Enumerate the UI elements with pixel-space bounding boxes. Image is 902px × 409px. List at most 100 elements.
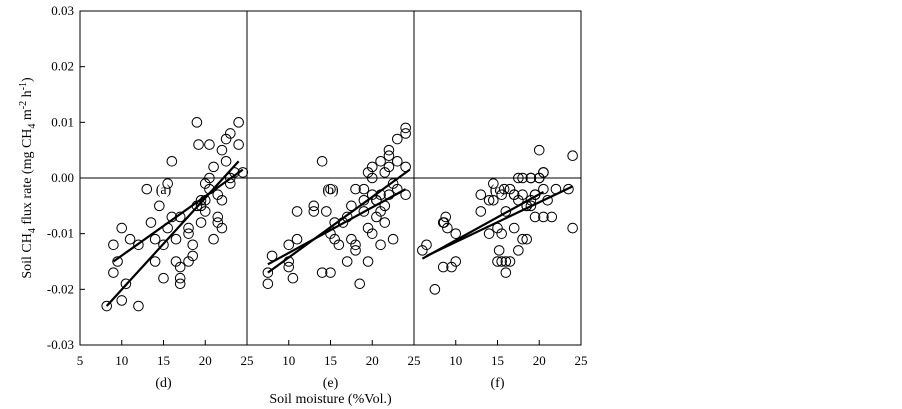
data-point <box>450 256 462 267</box>
panel-label: (a) <box>156 183 172 198</box>
x-tick-label: 25 <box>408 353 421 368</box>
data-point <box>375 239 386 251</box>
data-point <box>174 272 186 284</box>
data-point <box>170 256 182 267</box>
data-point <box>475 189 487 200</box>
data-point <box>362 256 374 267</box>
data-point <box>341 256 353 267</box>
x-tick-label: 20 <box>199 353 212 368</box>
data-point <box>492 256 503 267</box>
data-point <box>387 233 399 245</box>
y-tick-label: -0.03 <box>47 337 74 352</box>
data-point <box>508 189 520 200</box>
x-tick-label: 10 <box>449 353 462 368</box>
y-tick-label: 0.01 <box>51 114 74 129</box>
x-tick-label: 20 <box>366 353 379 368</box>
x-tick-label: 15 <box>324 353 337 368</box>
data-point <box>366 161 378 173</box>
x-tick-label: 15 <box>491 353 504 368</box>
data-point <box>513 245 524 256</box>
data-point <box>325 183 336 195</box>
data-point <box>216 194 228 206</box>
data-point <box>108 267 119 278</box>
data-point <box>496 256 507 267</box>
data-point <box>199 206 211 217</box>
data-point <box>112 256 123 267</box>
data-point <box>517 233 528 245</box>
data-point <box>162 178 173 189</box>
data-point <box>316 156 328 167</box>
data-point <box>513 172 524 184</box>
data-point <box>567 150 578 162</box>
data-point <box>350 239 361 251</box>
data-point <box>308 200 320 212</box>
data-point <box>383 150 395 162</box>
data-point <box>266 250 278 262</box>
data-point <box>358 183 370 195</box>
data-point <box>101 300 113 312</box>
data-point <box>375 206 386 217</box>
data-point <box>233 139 244 150</box>
y-tick-label: 0.02 <box>51 59 74 74</box>
y-tick-label: 0.00 <box>51 170 74 185</box>
fit-lines <box>105 160 574 307</box>
data-point <box>496 189 507 200</box>
data-point <box>437 261 449 273</box>
data-point <box>442 222 453 234</box>
data-point <box>283 261 295 273</box>
data-point <box>145 217 157 228</box>
data-point <box>521 233 533 245</box>
data-point <box>220 156 232 167</box>
data-point <box>538 167 549 178</box>
data-point <box>262 267 274 278</box>
data-point <box>187 239 199 251</box>
y-tick-label: -0.02 <box>47 281 74 296</box>
data-point <box>504 256 516 267</box>
data-point <box>120 278 132 290</box>
data-point <box>141 183 153 195</box>
data-point <box>287 272 299 284</box>
fit-line <box>267 168 411 274</box>
data-point <box>358 206 370 217</box>
data-point <box>158 239 169 251</box>
data-point <box>333 239 345 251</box>
data-point <box>525 172 537 184</box>
data-point <box>212 189 224 200</box>
data-point <box>291 206 303 217</box>
data-point <box>116 295 128 306</box>
data-point <box>124 233 136 245</box>
data-point <box>392 133 403 145</box>
data-point <box>525 200 537 212</box>
data-point <box>154 200 165 212</box>
panel-label: (c) <box>490 183 506 198</box>
data-point <box>149 233 161 245</box>
data-point <box>183 222 194 234</box>
data-point <box>183 228 194 239</box>
x-tick-label: 25 <box>575 353 588 368</box>
fit-line <box>267 188 407 266</box>
panel-label: (d) <box>155 376 172 391</box>
data-point <box>195 217 207 228</box>
data-point <box>475 206 487 217</box>
x-tick-label: 10 <box>115 353 128 368</box>
data-point <box>262 278 274 290</box>
text-labels: (a) (b) (c) (d) (e) (f) Soil moisture (%Vol.) S… <box>18 77 506 407</box>
data-point <box>193 139 204 150</box>
data-point <box>500 267 512 278</box>
data-point <box>212 217 224 228</box>
data-point <box>116 222 128 234</box>
data-point <box>483 194 495 206</box>
data-point <box>346 233 357 245</box>
data-point <box>158 272 169 284</box>
data-point <box>383 161 395 173</box>
y-tick-label: -0.01 <box>47 226 74 241</box>
data-point <box>392 156 403 167</box>
data-point <box>440 211 452 223</box>
data-point <box>283 239 295 251</box>
data-point <box>500 256 512 267</box>
data-point <box>538 211 549 223</box>
fit-line <box>421 190 544 260</box>
panel-label: (f) <box>491 376 505 391</box>
x-tick-label: 25 <box>241 353 254 368</box>
